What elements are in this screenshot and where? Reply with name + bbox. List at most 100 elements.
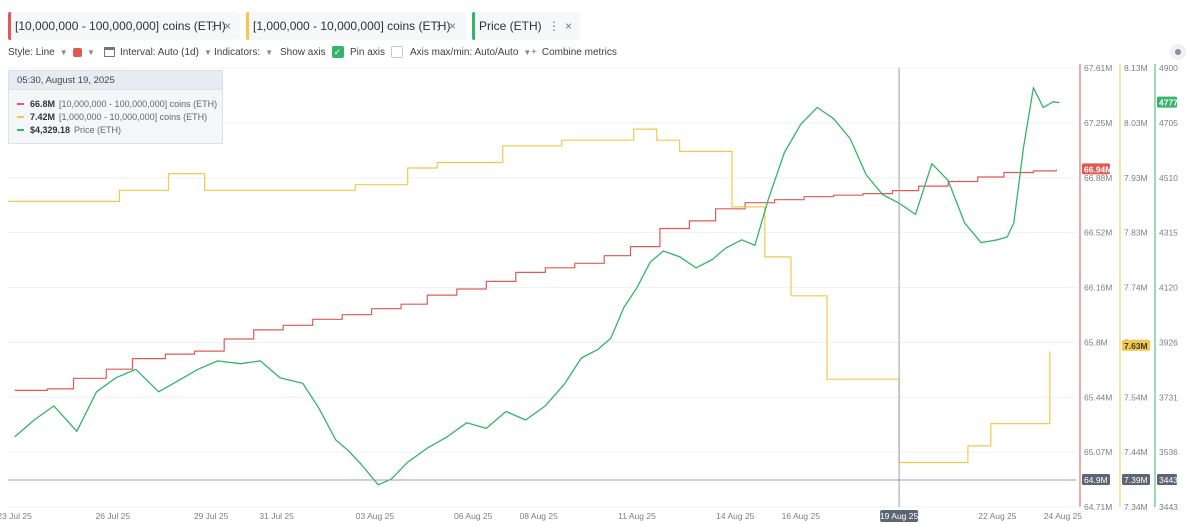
y-tick-label: 8.13M [1124, 63, 1148, 73]
current-value-badge [1157, 96, 1177, 108]
tooltip-timestamp: 05:30, August 19, 2025 [9, 71, 222, 90]
current-value-badge [1122, 339, 1150, 351]
show-axis-label: Show axis [280, 46, 326, 58]
y-tick-label: 7.54M [1124, 392, 1148, 402]
more-options-icon[interactable]: ⋮ [207, 19, 219, 33]
series-color-line [17, 116, 24, 118]
combine-metrics-button[interactable]: + Combine metrics [531, 44, 617, 60]
crosshair: 19 Aug 25 [8, 68, 1076, 522]
tooltip-value: 66.8M [30, 99, 56, 109]
crosshair-value-label: 3443 [1159, 475, 1178, 485]
crosshair-value-badge [1082, 474, 1110, 485]
x-tick-label: 22 Aug 25 [978, 511, 1017, 521]
settings-icon[interactable] [1170, 44, 1186, 60]
color-selector[interactable]: ▼ [73, 44, 95, 60]
axis-minmax-selector[interactable]: Axis max/min: Auto/Auto ▼ [410, 44, 531, 60]
metric-chip-label: [10,000,000 - 100,000,000] coins (ETH) [15, 19, 226, 33]
y-tick-label: 67.25M [1084, 118, 1112, 128]
x-tick-label: 29 Jul 25 [194, 511, 229, 521]
y-tick-label: 64.71M [1084, 502, 1112, 512]
x-tick-label: 24 Aug 25 [1044, 511, 1083, 521]
y-tick-label: 7.44M [1124, 447, 1148, 457]
close-icon[interactable]: × [224, 19, 232, 33]
x-tick-label: 08 Aug 25 [520, 511, 559, 521]
metric-color-bar [8, 12, 11, 40]
y-tick-label: 66.52M [1084, 228, 1112, 238]
y-tick-label: 65.07M [1084, 447, 1112, 457]
x-axis: 23 Jul 25 26 Jul 25 29 Jul 25 31 Jul 25 03 A… [0, 511, 1082, 521]
y-tick-label: 4120 [1159, 283, 1178, 293]
pin-axis-toggle[interactable]: Pin axis [350, 44, 404, 60]
tooltip-value: $4,329.18 [30, 125, 71, 135]
y-tick-label: 66.88M [1084, 173, 1112, 183]
style-selector[interactable]: Style: Line ▼ [8, 44, 68, 60]
more-options-icon[interactable]: ⋮ [432, 19, 444, 33]
calendar-icon [104, 47, 115, 57]
metric-chip-mid-holders[interactable]: [1,000,000 - 10,000,000] coins (ETH) ⋮ × [246, 12, 466, 40]
settings-dot [1175, 49, 1181, 55]
chevron-down-icon: ▼ [87, 47, 95, 57]
crosshair-value-label: 7.39M [1124, 475, 1148, 485]
metric-chip-price[interactable]: Price (ETH) ⋮ × [472, 12, 580, 40]
y-axes: 67.61M 67.25M 66.88M 66.52M 66.16M 65.8M 65.44… [1079, 63, 1178, 512]
y-tick-label: 4510 [1159, 173, 1178, 183]
y-tick-label: 3443 [1159, 502, 1178, 512]
y-tick-label: 7.74M [1124, 283, 1148, 293]
series-lines [8, 87, 1060, 486]
y-tick-label: 67.61M [1084, 63, 1112, 73]
series-line-0 [14, 169, 1057, 391]
metric-chip-label: [1,000,000 - 10,000,000] coins (ETH) [253, 19, 451, 33]
series-line-2 [14, 87, 1060, 486]
axis-minmax-label: Axis max/min: Auto/Auto [410, 46, 519, 58]
x-tick-label: 14 Aug 25 [716, 511, 755, 521]
more-options-icon[interactable]: ⋮ [548, 19, 560, 33]
y-tick-label: 7.34M [1124, 502, 1148, 512]
show-axis-toggle[interactable]: Show axis ✓ [280, 44, 344, 60]
x-tick-label: 16 Aug 25 [782, 511, 821, 521]
color-swatch [73, 47, 82, 57]
close-icon[interactable]: × [449, 19, 457, 33]
tooltip-row: 66.8M [10,000,000 - 100,000,000] coins (… [17, 99, 217, 109]
crosshair-value-badge [1157, 474, 1177, 485]
series-color-line [17, 129, 24, 131]
combine-label: Combine metrics [541, 46, 617, 58]
interval-label: Interval: Auto (1d) [120, 46, 199, 58]
x-tick-label: 03 Aug 25 [356, 511, 395, 521]
crosshair-value-badge [1122, 474, 1150, 485]
metric-chip-large-holders[interactable]: [10,000,000 - 100,000,000] coins (ETH) ⋮… [8, 12, 240, 40]
indicators-label: Indicators: [214, 46, 261, 58]
metric-chip-label: Price (ETH) [479, 19, 542, 33]
y-tick-label: 65.44M [1084, 392, 1112, 402]
y-tick-label: 4900 [1159, 63, 1178, 73]
close-icon[interactable]: × [565, 19, 573, 33]
y-tick-label: 4705 [1159, 118, 1178, 128]
checkbox-checked-icon[interactable]: ✓ [331, 46, 344, 58]
tooltip-series-name: [10,000,000 - 100,000,000] coins (ETH) [59, 99, 218, 109]
chevron-down-icon: ▼ [59, 47, 68, 57]
x-tick-label: 26 Jul 25 [96, 511, 131, 521]
tooltip-row: $4,329.18 Price (ETH) [17, 125, 121, 135]
crosshair-value-label: 64.9M [1084, 475, 1108, 485]
series-line-1 [8, 128, 1051, 464]
series-color-line [17, 103, 24, 105]
y-tick-label: 3536 [1159, 447, 1178, 457]
current-value-label: 66.94M [1084, 164, 1112, 174]
checkbox-empty-icon[interactable] [391, 46, 404, 58]
plus-icon: + [531, 46, 537, 58]
y-tick-label: 3926 [1159, 337, 1178, 347]
crosshair-date-badge [880, 510, 919, 522]
tooltip-series-name: [1,000,000 - 10,000,000] coins (ETH) [59, 112, 208, 122]
tooltip-row: 7.42M [1,000,000 - 10,000,000] coins (ET… [17, 112, 207, 122]
x-tick-label: 23 Jul 25 [0, 511, 32, 521]
chevron-down-icon: ▼ [265, 47, 274, 57]
y-tick-label: 3731 [1159, 392, 1178, 402]
indicators-selector[interactable]: Indicators: ▼ [214, 44, 273, 60]
crosshair-date-label: 19 Aug 25 [880, 511, 919, 521]
y-tick-label: 8.03M [1124, 118, 1148, 128]
y-tick-label: 66.16M [1084, 283, 1112, 293]
interval-selector[interactable]: Interval: Auto (1d) ▼ [104, 44, 212, 60]
tooltip-series-name: Price (ETH) [74, 125, 122, 135]
x-tick-label: 06 Aug 25 [454, 511, 493, 521]
style-label: Style: Line [8, 46, 55, 58]
